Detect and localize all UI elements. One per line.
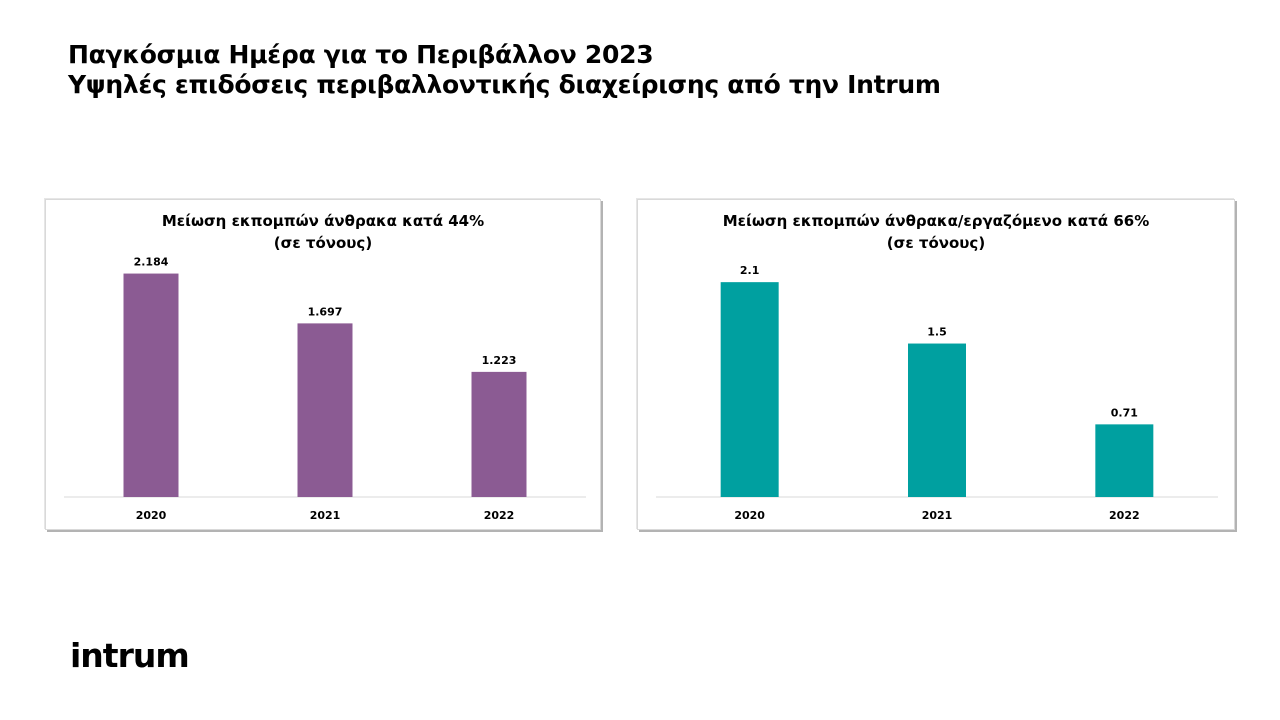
data-label-2020: 2.1	[740, 264, 760, 277]
intrum-logo: intrum	[70, 636, 190, 675]
bar-2020	[720, 282, 779, 497]
page-title: Παγκόσμια Ημέρα για το Περιβάλλον 2023	[68, 40, 654, 69]
bar-2021	[297, 323, 353, 497]
x-tick-label-2020: 2020	[734, 509, 765, 522]
chart-subtitle: (σε τόνους)	[273, 234, 373, 252]
x-tick-label-2022: 2022	[1109, 509, 1140, 522]
chart-title-block: Μείωση εκπομπών άνθρακα/εργαζόμενο κατά …	[638, 210, 1234, 254]
page-header: Παγκόσμια Ημέρα για το Περιβάλλον 2023 Υ…	[68, 40, 941, 100]
chart-title: Μείωση εκπομπών άνθρακα/εργαζόμενο κατά …	[722, 212, 1150, 230]
x-tick-label-2021: 2021	[922, 509, 953, 522]
bar-2021	[908, 343, 966, 497]
bar-chart-carbon-per-employee: 2.1 2020 1.5 2021 0.71 2022	[656, 264, 1218, 522]
bar-2022	[471, 371, 527, 497]
bar-2020	[123, 273, 179, 497]
x-tick-label-2022: 2022	[484, 509, 515, 522]
data-label-2021: 1.697	[308, 305, 343, 318]
data-label-2022: 1.223	[482, 354, 517, 367]
chart-title: Μείωση εκπομπών άνθρακα κατά 44%	[161, 212, 485, 230]
page-subtitle: Υψηλές επιδόσεις περιβαλλοντικής διαχείρ…	[68, 70, 941, 99]
bar-2022	[1095, 424, 1154, 497]
data-label-2021: 1.5	[927, 326, 947, 339]
chart-panel-carbon-emissions: Μείωση εκπομπών άνθρακα κατά 44% (σε τόν…	[45, 199, 601, 530]
chart-panel-carbon-per-employee: Μείωση εκπομπών άνθρακα/εργαζόμενο κατά …	[637, 199, 1235, 530]
data-label-2020: 2.184	[134, 256, 169, 269]
bar-chart-carbon-emissions: 2.184 2020 1.697 2021 1.223 2022	[64, 256, 586, 522]
data-label-2022: 0.71	[1111, 406, 1138, 419]
chart-title-block: Μείωση εκπομπών άνθρακα κατά 44% (σε τόν…	[46, 210, 600, 254]
chart-subtitle: (σε τόνους)	[886, 234, 986, 252]
x-tick-label-2020: 2020	[136, 509, 167, 522]
x-tick-label-2021: 2021	[310, 509, 341, 522]
